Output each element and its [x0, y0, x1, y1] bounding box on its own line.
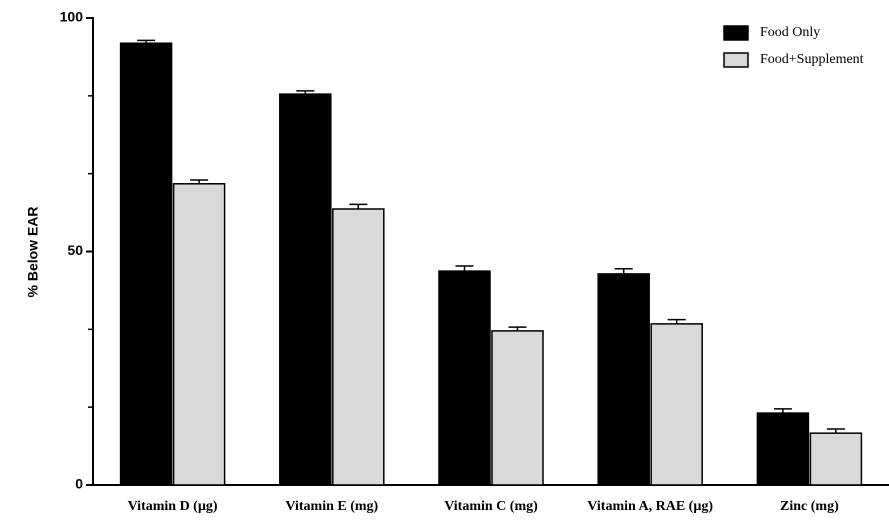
x-tick-label: Vitamin C (mg) [444, 499, 538, 514]
bar [756, 412, 810, 486]
bar [809, 432, 863, 486]
bar [119, 42, 173, 486]
x-tick-label: Vitamin A, RAE (µg) [587, 499, 713, 514]
legend-swatch [723, 25, 749, 41]
bar [172, 183, 226, 486]
bar [650, 323, 703, 486]
legend-label: Food Only [760, 25, 820, 40]
y-tick-label: 100 [60, 9, 84, 25]
x-tick-label: Vitamin E (mg) [285, 499, 378, 514]
y-tick-label: 0 [75, 476, 83, 492]
legend-label: Food+Supplement [760, 52, 864, 67]
y-tick-label: 50 [67, 242, 83, 258]
bar [279, 93, 332, 486]
bar [332, 208, 385, 486]
bar [438, 270, 491, 486]
y-axis-label: % Below EAR [25, 206, 41, 297]
bar [597, 273, 650, 486]
bar [491, 330, 544, 486]
x-tick-label: Vitamin D (µg) [128, 499, 218, 514]
x-tick-label: Zinc (mg) [780, 499, 839, 514]
legend-swatch [723, 52, 749, 68]
